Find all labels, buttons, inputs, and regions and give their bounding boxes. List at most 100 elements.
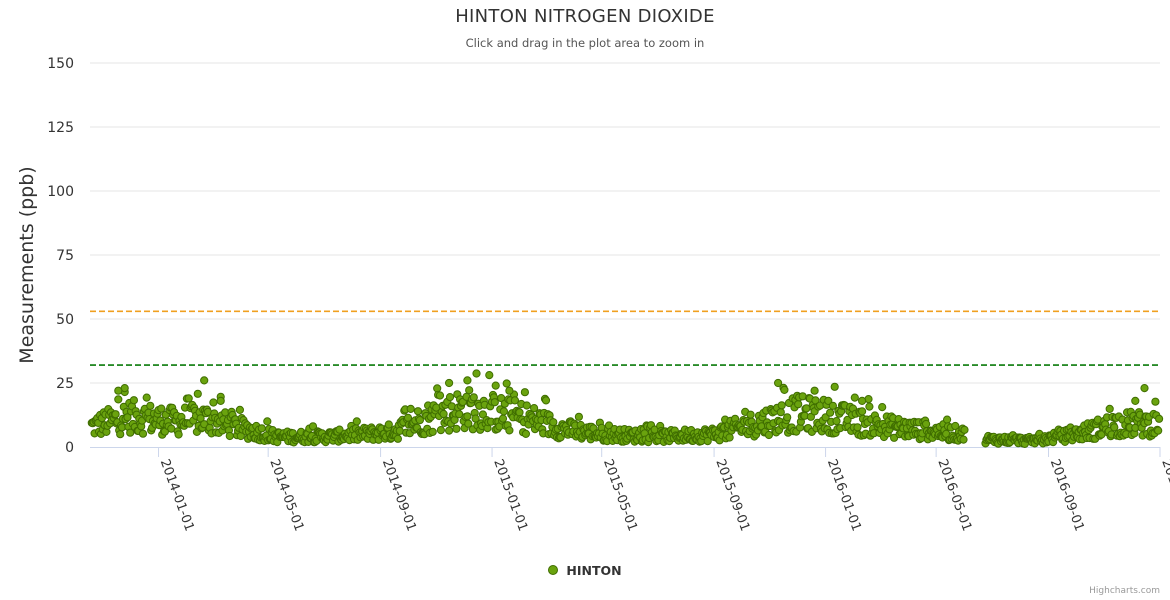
data-point	[530, 404, 539, 413]
data-point	[116, 430, 125, 439]
data-point	[850, 393, 859, 402]
data-point	[865, 402, 874, 411]
data-point	[138, 429, 148, 438]
legend-item-hinton[interactable]: HINTON	[548, 563, 622, 578]
data-point	[1131, 396, 1140, 405]
y-axis-title: Measurements (ppb)	[16, 166, 38, 363]
data-point	[428, 427, 437, 436]
data-point	[111, 410, 120, 419]
data-point	[129, 396, 138, 405]
data-point	[858, 407, 867, 416]
data-point	[505, 426, 514, 435]
y-tick-label: 125	[47, 120, 74, 136]
data-point	[439, 409, 448, 419]
data-point	[776, 408, 785, 417]
data-point	[335, 425, 344, 434]
x-tick-label: 2015-01-01	[490, 457, 530, 533]
legend-label: HINTON	[566, 563, 622, 578]
x-tick-label: 2015-09-01	[712, 457, 752, 533]
data-point	[943, 415, 952, 424]
data-point	[200, 376, 209, 385]
data-point	[878, 403, 887, 412]
credits-link[interactable]: Highcharts.com	[1089, 586, 1160, 596]
data-point	[263, 417, 272, 426]
data-point	[521, 429, 531, 438]
data-point	[184, 394, 193, 403]
data-point	[436, 426, 445, 435]
data-point	[499, 407, 508, 416]
data-point	[216, 396, 225, 405]
data-point	[393, 434, 402, 443]
data-point	[522, 401, 531, 410]
data-point	[472, 369, 481, 378]
data-point	[830, 382, 839, 391]
data-point	[452, 424, 461, 433]
data-point	[922, 419, 931, 429]
data-point	[541, 396, 551, 405]
data-point	[502, 379, 511, 388]
y-tick-label: 100	[47, 184, 74, 200]
y-tick-label: 75	[56, 248, 74, 264]
y-tick-label: 50	[56, 312, 74, 328]
data-point	[858, 396, 867, 405]
data-point	[828, 401, 838, 410]
data-point	[824, 396, 833, 405]
data-point	[413, 407, 423, 416]
data-point	[764, 430, 774, 440]
y-tick-label: 150	[47, 56, 74, 72]
data-point	[478, 410, 487, 419]
legend-marker-icon	[548, 565, 559, 575]
data-point	[435, 391, 445, 400]
x-tick-label: 2016-01-01	[824, 457, 864, 533]
data-point	[510, 396, 520, 405]
data-point	[445, 378, 454, 388]
data-point	[463, 412, 472, 421]
data-point	[114, 386, 123, 395]
data-point	[1140, 384, 1149, 393]
x-tick-label: 2014-05-01	[266, 457, 306, 533]
chart-title: HINTON NITROGEN DIOXIDE	[455, 6, 715, 27]
data-point	[725, 433, 734, 442]
y-tick-label: 0	[65, 440, 74, 456]
data-point	[464, 419, 473, 428]
data-point	[520, 388, 530, 397]
y-tick-label: 25	[56, 376, 74, 392]
data-point	[123, 413, 132, 422]
data-point	[1154, 426, 1163, 435]
data-point	[352, 417, 361, 426]
data-point	[794, 400, 803, 409]
data-point	[469, 393, 478, 402]
data-point	[308, 422, 318, 431]
data-point	[114, 395, 123, 404]
data-point	[174, 430, 183, 439]
x-tick-label: 2015-05-01	[600, 457, 640, 533]
data-point	[1110, 423, 1119, 432]
data-point	[490, 398, 499, 407]
data-point	[810, 386, 819, 395]
data-point	[780, 385, 789, 394]
data-point	[1105, 404, 1114, 413]
data-point	[951, 421, 960, 431]
data-point	[157, 404, 166, 413]
data-point	[515, 408, 524, 417]
data-point	[549, 418, 558, 427]
data-point	[960, 425, 969, 434]
data-point	[225, 431, 234, 441]
data-point	[491, 381, 500, 390]
data-point	[142, 393, 151, 402]
data-point	[384, 420, 393, 429]
data-point	[746, 410, 755, 419]
data-point	[415, 416, 424, 425]
data-point	[1151, 397, 1160, 406]
data-point	[193, 389, 202, 398]
data-point	[146, 401, 155, 410]
data-point	[505, 386, 514, 395]
x-tick-label: 2014-09-01	[379, 457, 419, 533]
data-point	[774, 378, 783, 388]
data-point	[126, 428, 135, 437]
data-point	[498, 414, 508, 423]
data-point	[463, 376, 472, 385]
data-point	[959, 435, 968, 444]
data-point	[703, 437, 712, 446]
